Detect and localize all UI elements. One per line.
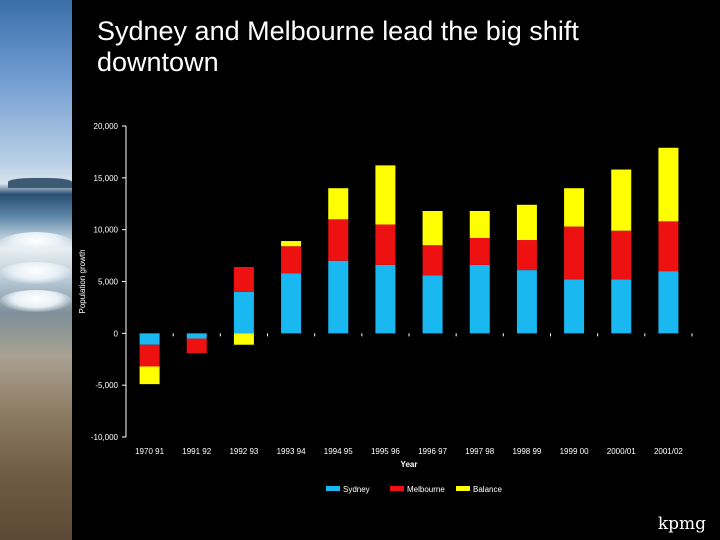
bar-sydney xyxy=(564,279,585,334)
y-tick-label: 0 xyxy=(114,329,119,338)
bar-melbourne xyxy=(658,221,679,272)
x-tick-label: 2000/01 xyxy=(607,447,636,456)
bar-melbourne xyxy=(564,226,585,280)
bar-balance xyxy=(139,366,160,385)
bar-balance xyxy=(328,188,349,220)
beach-photo-strip xyxy=(0,0,72,540)
bar-melbourne xyxy=(422,245,443,276)
bar-balance xyxy=(564,188,585,227)
bar-sydney xyxy=(469,264,490,334)
x-tick-label: 2001/02 xyxy=(654,447,683,456)
bar-sydney xyxy=(281,273,302,334)
y-axis-title: Population growth xyxy=(78,249,87,313)
bar-melbourne xyxy=(233,266,254,292)
bar-sydney xyxy=(328,260,349,334)
bar-melbourne xyxy=(186,338,207,354)
bar-balance xyxy=(516,204,537,241)
x-tick-label: 1991 92 xyxy=(182,447,211,456)
bar-melbourne xyxy=(281,246,302,274)
wave-foam xyxy=(0,262,72,284)
y-tick-label: 5,000 xyxy=(98,278,119,287)
slide-title: Sydney and Melbourne lead the big shift … xyxy=(97,16,579,77)
x-tick-label: 1998 99 xyxy=(512,447,541,456)
bar-sydney xyxy=(611,279,632,334)
y-tick-label: 10,000 xyxy=(94,226,119,235)
legend-swatch-melbourne xyxy=(390,486,404,491)
bar-balance xyxy=(658,147,679,222)
bar-balance xyxy=(233,333,254,345)
legend-swatch-sydney xyxy=(326,486,340,491)
bar-balance xyxy=(611,169,632,231)
bar-sydney xyxy=(186,333,207,339)
bar-sydney xyxy=(516,270,537,334)
x-tick-label: 1993 94 xyxy=(277,447,306,456)
bar-melbourne xyxy=(375,224,396,265)
bar-melbourne xyxy=(139,344,160,367)
legend-label-balance: Balance xyxy=(473,485,502,494)
stacked-bar-chart: 20,000 15,000 10,000 5,000 0 -5,000 -10,000 Pop… xyxy=(78,122,693,494)
bar-balance xyxy=(422,211,443,246)
legend-label-melbourne: Melbourne xyxy=(407,485,445,494)
x-axis-title: Year xyxy=(401,460,418,469)
bar-balance xyxy=(281,241,302,247)
bar-balance xyxy=(469,211,490,238)
bar-melbourne xyxy=(469,237,490,265)
legend-swatch-balance xyxy=(456,486,470,491)
headland-silhouette xyxy=(8,178,72,188)
bar-sydney xyxy=(139,333,160,345)
bar-melbourne xyxy=(611,230,632,280)
x-tick-label: 1992 93 xyxy=(229,447,258,456)
x-tick-label: 1996 97 xyxy=(418,447,447,456)
bar-melbourne xyxy=(516,240,537,271)
y-tick-label: 15,000 xyxy=(94,174,119,183)
y-tick-label: 20,000 xyxy=(94,122,119,131)
kpmg-logo: kpmg xyxy=(657,514,706,534)
y-tick-label: -5,000 xyxy=(95,381,118,390)
bar-sydney xyxy=(375,264,396,334)
x-tick-label: 1997 98 xyxy=(465,447,494,456)
bar-melbourne xyxy=(328,219,349,261)
bar-sydney xyxy=(658,271,679,334)
bar-sydney xyxy=(422,275,443,334)
wave-foam xyxy=(0,290,72,312)
x-tick-label: 1995 96 xyxy=(371,447,400,456)
bar-sydney xyxy=(233,291,254,334)
legend-label-sydney: Sydney xyxy=(343,485,370,494)
x-tick-label: 1970 91 xyxy=(135,447,164,456)
wave-foam xyxy=(0,232,72,254)
x-tick-label: 1994 95 xyxy=(324,447,353,456)
x-tick-label: 1999 00 xyxy=(560,447,589,456)
y-tick-label: -10,000 xyxy=(91,433,119,442)
bar-balance xyxy=(375,165,396,225)
